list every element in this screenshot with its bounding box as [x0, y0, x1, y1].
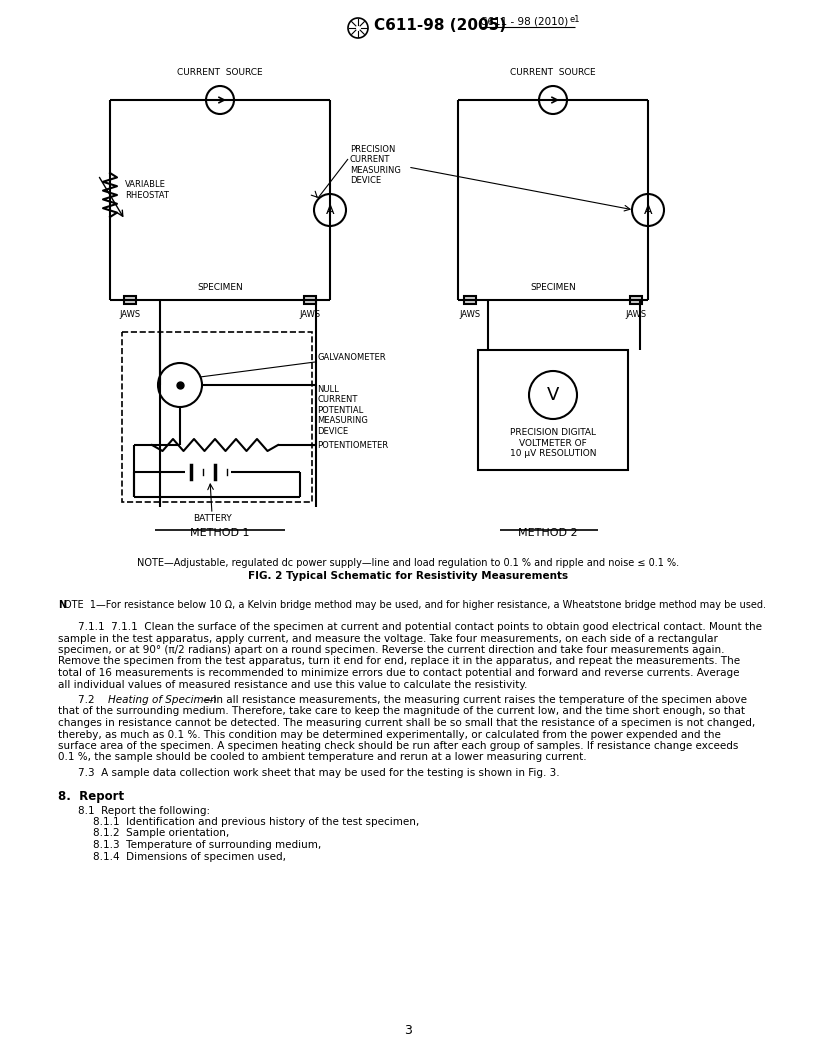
- Text: 7.1.1  7.1.1  Clean the surface of the specimen at current and potential contact: 7.1.1 7.1.1 Clean the surface of the spe…: [78, 622, 762, 631]
- Text: 8.1.4  Dimensions of specimen used,: 8.1.4 Dimensions of specimen used,: [93, 851, 286, 862]
- Bar: [304, 296, 316, 304]
- Text: Heating of Specimen: Heating of Specimen: [108, 695, 216, 705]
- Text: VARIABLE
RHEOSTAT: VARIABLE RHEOSTAT: [125, 181, 169, 200]
- Bar: [478, 350, 628, 470]
- Text: 3: 3: [404, 1023, 412, 1037]
- Text: JAWS: JAWS: [119, 310, 140, 319]
- Text: 8.1  Report the following:: 8.1 Report the following:: [78, 806, 211, 815]
- Text: C611-98 (2005): C611-98 (2005): [374, 18, 506, 33]
- Bar: [122, 332, 312, 502]
- Text: V: V: [547, 386, 559, 404]
- Bar: [630, 296, 642, 304]
- Text: CURRENT  SOURCE: CURRENT SOURCE: [177, 68, 263, 77]
- Text: PRECISION
CURRENT
MEASURING
DEVICE: PRECISION CURRENT MEASURING DEVICE: [350, 145, 401, 185]
- Text: 8.1.3  Temperature of surrounding medium,: 8.1.3 Temperature of surrounding medium,: [93, 840, 322, 850]
- Text: SPECIMEN: SPECIMEN: [197, 283, 243, 293]
- Text: N: N: [58, 600, 66, 610]
- Text: thereby, as much as 0.1 %. This condition may be determined experimentally, or c: thereby, as much as 0.1 %. This conditio…: [58, 730, 721, 739]
- Text: OTE  1—For resistance below 10 Ω, a Kelvin bridge method may be used, and for hi: OTE 1—For resistance below 10 Ω, a Kelvi…: [64, 600, 766, 610]
- Text: e1: e1: [569, 16, 579, 24]
- Text: NOTE—Adjustable, regulated dc power supply—line and load regulation to 0.1 % and: NOTE—Adjustable, regulated dc power supp…: [137, 558, 679, 568]
- Text: Remove the specimen from the test apparatus, turn it end for end, replace it in : Remove the specimen from the test appara…: [58, 657, 740, 666]
- Text: 8.  Report: 8. Report: [58, 790, 124, 803]
- Text: all individual values of measured resistance and use this value to calculate the: all individual values of measured resist…: [58, 679, 527, 690]
- Text: 8.1.1  Identification and previous history of the test specimen,: 8.1.1 Identification and previous histor…: [93, 817, 419, 827]
- Text: total of 16 measurements is recommended to minimize errors due to contact potent: total of 16 measurements is recommended …: [58, 668, 739, 678]
- Circle shape: [206, 86, 234, 114]
- Text: SPECIMEN: SPECIMEN: [530, 283, 576, 293]
- Bar: [124, 296, 136, 304]
- Text: POTENTIOMETER: POTENTIOMETER: [317, 440, 388, 450]
- Text: —In all resistance measurements, the measuring current raises the temperature of: —In all resistance measurements, the mea…: [203, 695, 747, 705]
- Bar: [464, 296, 476, 304]
- Text: surface area of the specimen. A specimen heating check should be run after each : surface area of the specimen. A specimen…: [58, 741, 738, 751]
- Text: 7.3  A sample data collection work sheet that may be used for the testing is sho: 7.3 A sample data collection work sheet …: [78, 768, 560, 778]
- Text: specimen, or at 90° (π/2 radians) apart on a round specimen. Reverse the current: specimen, or at 90° (π/2 radians) apart …: [58, 645, 725, 655]
- Text: C611 - 98 (2010): C611 - 98 (2010): [480, 17, 568, 27]
- Text: A: A: [326, 204, 335, 216]
- Text: that of the surrounding medium. Therefore, take care to keep the magnitude of th: that of the surrounding medium. Therefor…: [58, 706, 745, 717]
- Text: JAWS: JAWS: [459, 310, 481, 319]
- Text: 7.2: 7.2: [78, 695, 101, 705]
- Text: sample in the test apparatus, apply current, and measure the voltage. Take four : sample in the test apparatus, apply curr…: [58, 634, 718, 643]
- Text: JAWS: JAWS: [299, 310, 321, 319]
- Text: JAWS: JAWS: [625, 310, 646, 319]
- Circle shape: [539, 86, 567, 114]
- Text: 0.1 %, the sample should be cooled to ambient temperature and rerun at a lower m: 0.1 %, the sample should be cooled to am…: [58, 753, 587, 762]
- Text: PRECISION DIGITAL
VOLTMETER OF
10 μV RESOLUTION: PRECISION DIGITAL VOLTMETER OF 10 μV RES…: [510, 428, 596, 458]
- Text: A: A: [644, 204, 652, 216]
- Text: METHOD 2: METHOD 2: [518, 528, 578, 538]
- Text: 8.1.2  Sample orientation,: 8.1.2 Sample orientation,: [93, 829, 229, 838]
- Circle shape: [348, 18, 368, 38]
- Circle shape: [632, 194, 664, 226]
- Text: changes in resistance cannot be detected. The measuring current shall be so smal: changes in resistance cannot be detected…: [58, 718, 756, 728]
- Text: CURRENT  SOURCE: CURRENT SOURCE: [510, 68, 596, 77]
- Text: GALVANOMETER: GALVANOMETER: [317, 354, 386, 362]
- Text: NULL
CURRENT
POTENTIAL
MEASURING
DEVICE: NULL CURRENT POTENTIAL MEASURING DEVICE: [317, 385, 368, 435]
- Text: METHOD 1: METHOD 1: [190, 528, 250, 538]
- Text: BATTERY: BATTERY: [193, 514, 232, 523]
- Text: FIG. 2 Typical Schematic for Resistivity Measurements: FIG. 2 Typical Schematic for Resistivity…: [248, 571, 568, 581]
- Circle shape: [158, 363, 202, 407]
- Circle shape: [314, 194, 346, 226]
- Circle shape: [529, 371, 577, 419]
